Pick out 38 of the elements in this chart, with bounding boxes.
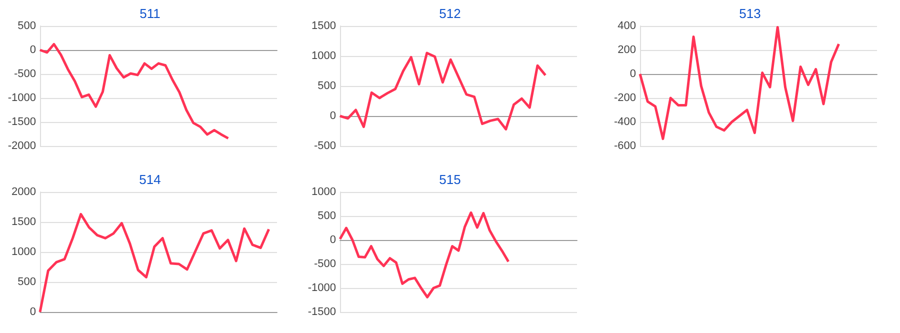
line-series bbox=[338, 52, 547, 130]
y-tick-label: 1000 bbox=[12, 246, 36, 258]
line-series bbox=[638, 26, 840, 140]
y-tick-label: 0 bbox=[30, 306, 36, 318]
y-tick-label: 2000 bbox=[12, 186, 36, 198]
y-tick-label: -200 bbox=[614, 92, 636, 104]
y-tick-label: -500 bbox=[314, 140, 336, 152]
y-tick-label: 500 bbox=[18, 276, 36, 288]
chart-title: 513 bbox=[739, 6, 761, 21]
line-series bbox=[38, 212, 270, 314]
y-tick-label: 1500 bbox=[312, 20, 336, 32]
y-tick-label: 500 bbox=[318, 80, 336, 92]
y-tick-label: -1500 bbox=[8, 116, 36, 128]
y-tick-label: 1000 bbox=[312, 186, 336, 198]
y-tick-label: -500 bbox=[14, 68, 36, 80]
line-series bbox=[38, 42, 230, 140]
chart-title: 512 bbox=[439, 6, 461, 21]
y-tick-label: 0 bbox=[330, 110, 336, 122]
y-tick-label: -2000 bbox=[8, 140, 36, 152]
y-tick-label: 200 bbox=[618, 44, 636, 56]
y-tick-label: 0 bbox=[30, 44, 36, 56]
y-tick-label: 500 bbox=[318, 210, 336, 222]
chart-title: 514 bbox=[139, 172, 161, 187]
y-tick-label: -1500 bbox=[308, 306, 336, 318]
line-series bbox=[338, 211, 510, 298]
chart-title: 515 bbox=[439, 172, 461, 187]
y-tick-label: 0 bbox=[630, 68, 636, 80]
y-tick-label: 400 bbox=[618, 20, 636, 32]
y-tick-label: 1500 bbox=[12, 216, 36, 228]
y-tick-label: -1000 bbox=[308, 282, 336, 294]
y-tick-label: -600 bbox=[614, 140, 636, 152]
y-tick-label: -1000 bbox=[8, 92, 36, 104]
y-tick-label: 0 bbox=[330, 234, 336, 246]
chart-title: 511 bbox=[140, 6, 160, 21]
y-tick-label: 1000 bbox=[312, 50, 336, 62]
y-tick-label: -500 bbox=[314, 258, 336, 270]
y-tick-label: -400 bbox=[614, 116, 636, 128]
y-tick-label: 500 bbox=[18, 20, 36, 32]
